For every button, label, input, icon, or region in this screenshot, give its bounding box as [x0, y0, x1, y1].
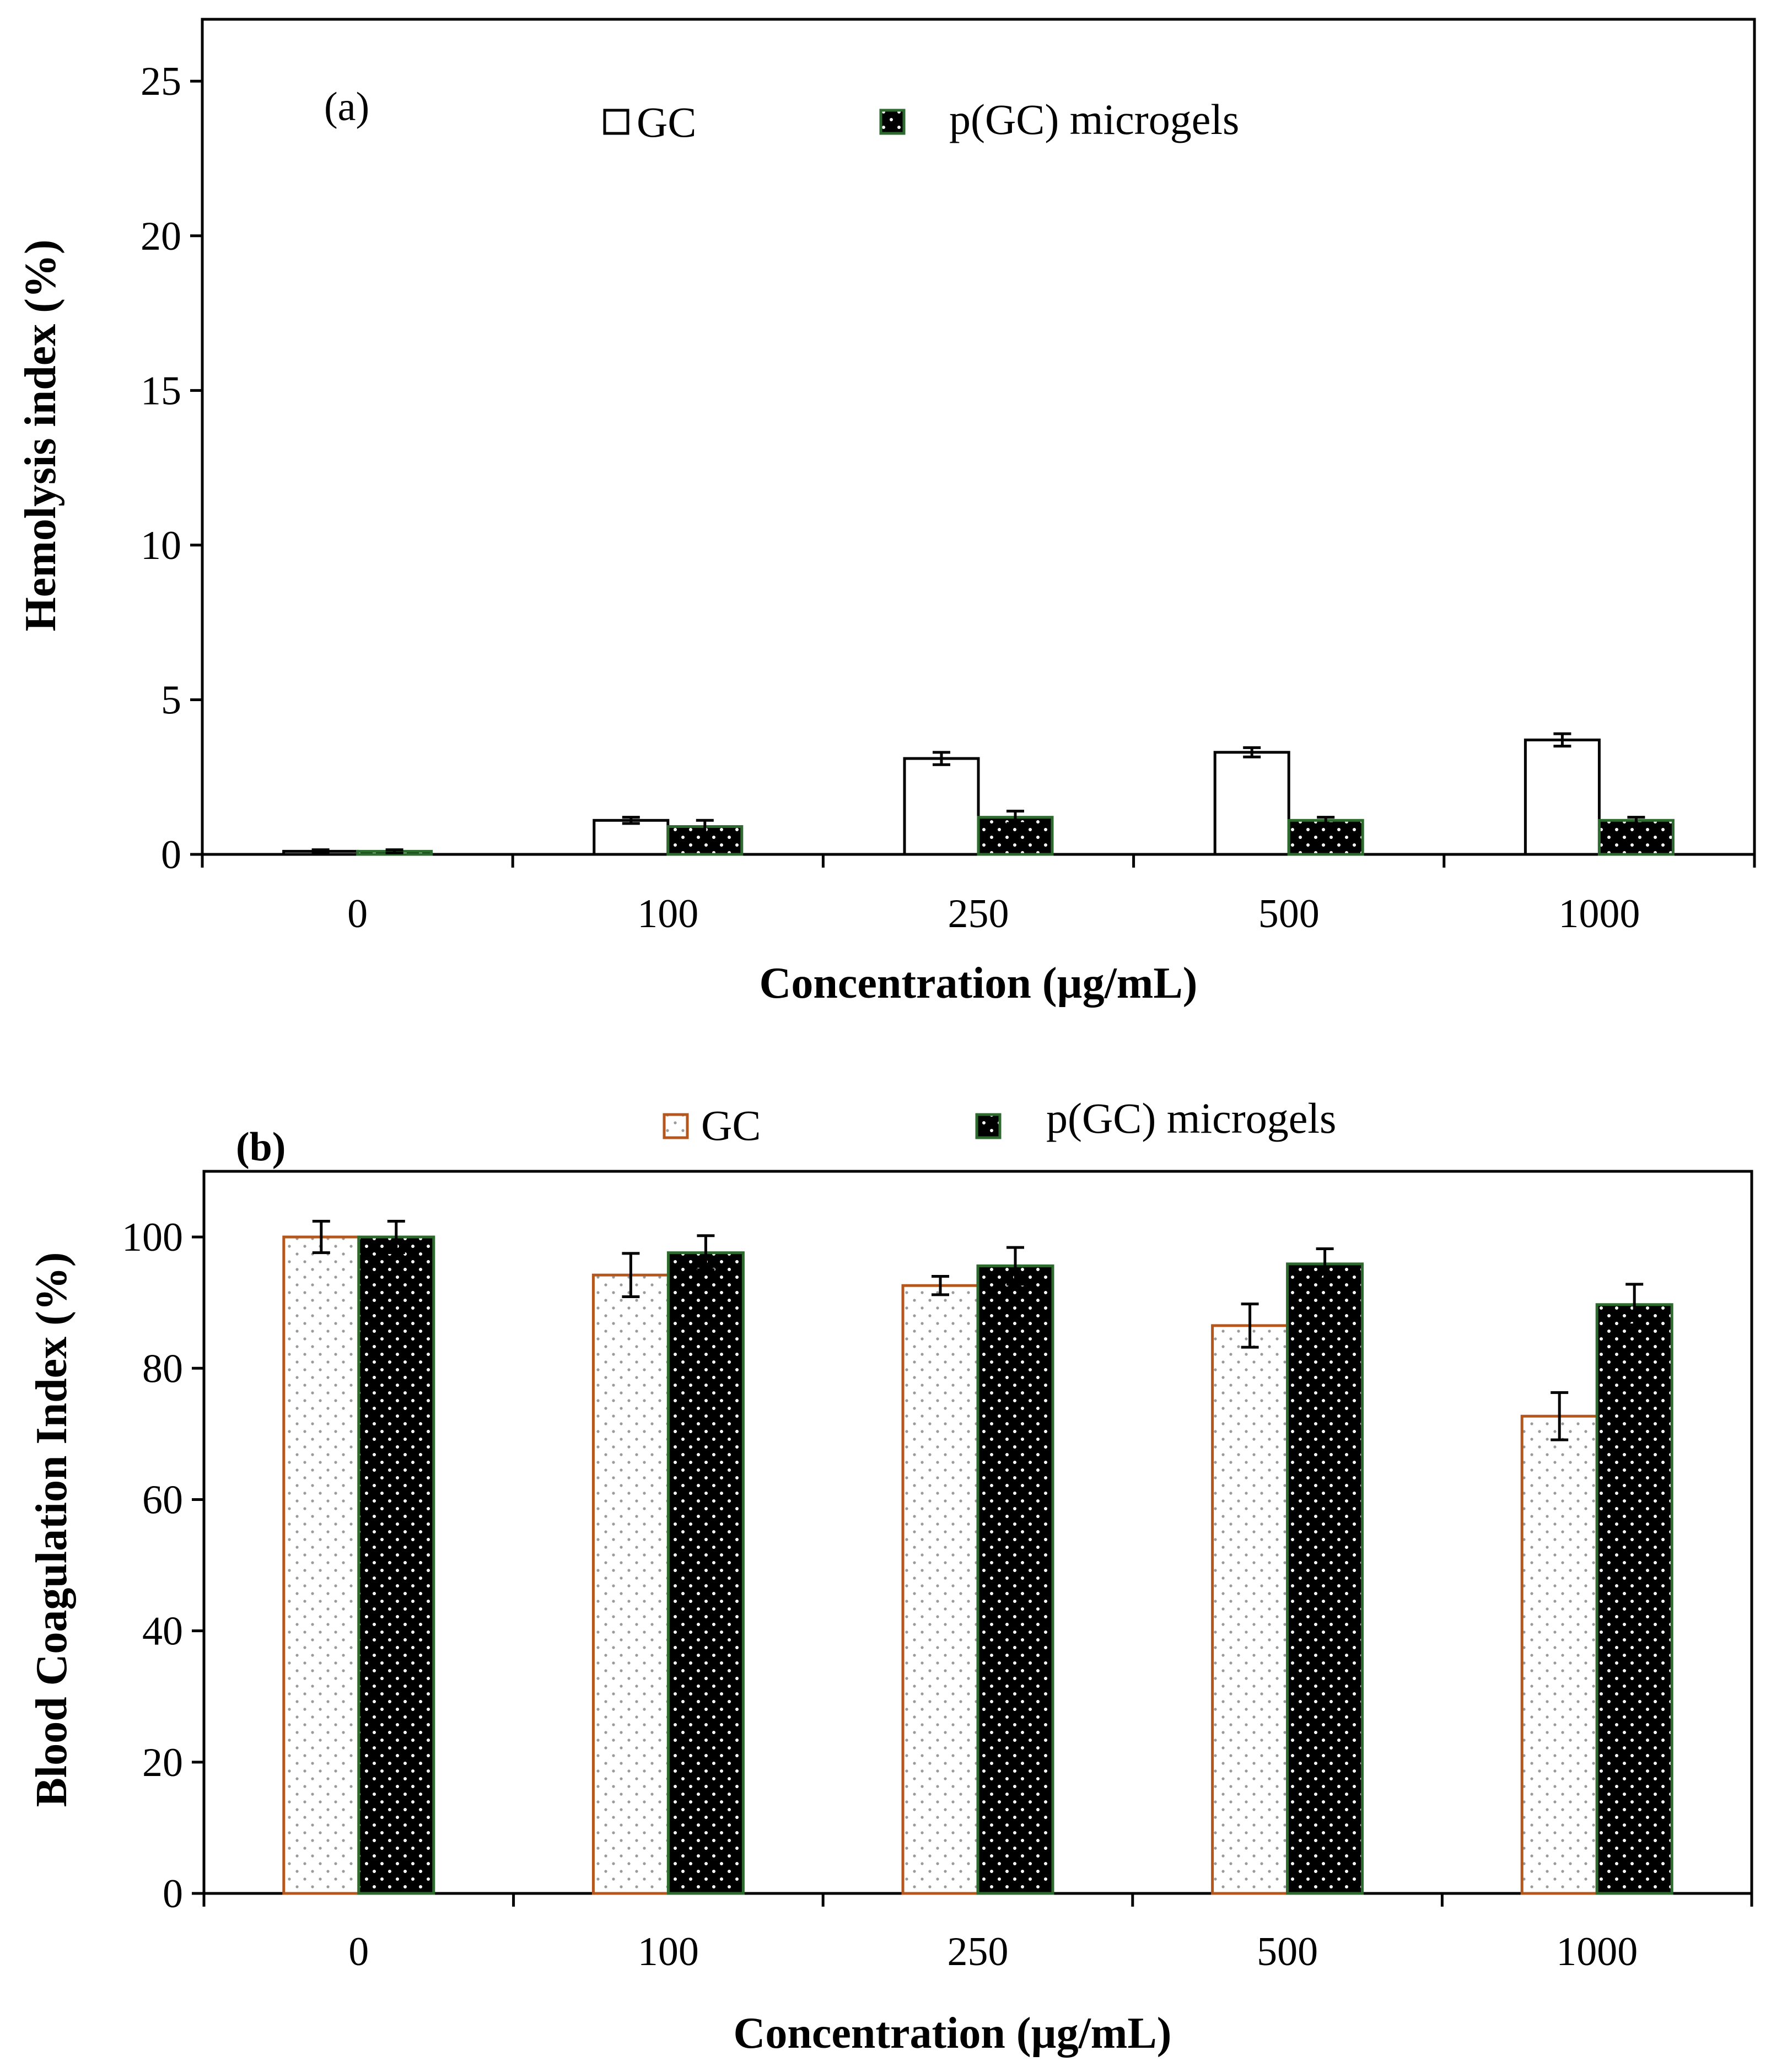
- panel-a-frame: [201, 18, 1756, 856]
- b-error-bar: [1625, 1283, 1644, 1327]
- panel-a-x-axis-title: Concentration (µg/mL): [760, 959, 1198, 1008]
- b-y-tick-label: 20: [142, 1740, 183, 1785]
- panel-b-label: (b): [236, 1124, 286, 1170]
- a-error-bar: [1627, 816, 1645, 825]
- a-y-tick-label: 0: [161, 832, 181, 878]
- panel-a-bars: [282, 732, 1675, 856]
- b-x-tick-label: 0: [348, 1929, 369, 1974]
- panel-a-legend: GC p(GC) microgels: [603, 95, 1239, 146]
- panel-a-label: (a): [324, 84, 369, 130]
- b-error-bar: [1006, 1246, 1024, 1286]
- b-error-bar: [697, 1234, 715, 1272]
- a-error-bar: [1006, 809, 1024, 825]
- a-error-bar: [1317, 816, 1335, 825]
- b-x-tick-label: 100: [638, 1929, 699, 1974]
- a-bar-pgc: [1597, 819, 1675, 856]
- b-y-tick-label: 100: [122, 1215, 183, 1260]
- b-y-tick-label: 0: [163, 1871, 183, 1917]
- a-x-tick-label: 1000: [1558, 891, 1640, 937]
- b-error-bar: [1316, 1247, 1334, 1280]
- b-error-bar: [1241, 1303, 1259, 1349]
- b-error-bar: [387, 1220, 405, 1255]
- panel-b-x-axis: 0 100 250 500 1000: [202, 1892, 1753, 1974]
- a-error-bar: [311, 848, 330, 854]
- panel-a: 0 5 10 15 20 25 0 100 250 500 1000 (a) GC p(GC) m…: [17, 18, 1756, 1008]
- b-error-bar: [312, 1220, 330, 1255]
- a-error-bar: [933, 751, 950, 766]
- b-y-tick-label: 80: [142, 1346, 183, 1391]
- b-bar-pgc: [1286, 1262, 1364, 1895]
- panel-a-y-axis-title: Hemolysis index (%): [17, 239, 65, 631]
- panel-a-legend-swatch-pgc: [879, 109, 906, 135]
- a-x-tick-label: 100: [637, 891, 698, 937]
- a-bar-gc: [1524, 738, 1601, 856]
- panel-b: 0 20 40 60 80 100 0 100 250 500 1000 (b) GC p(GC)…: [28, 1094, 1753, 2058]
- b-error-bar: [1551, 1391, 1569, 1441]
- a-y-tick-label: 10: [141, 523, 181, 568]
- b-bar-pgc: [1595, 1303, 1673, 1895]
- a-error-bar: [622, 816, 640, 825]
- b-bar-pgc: [357, 1235, 435, 1895]
- b-error-bar: [622, 1252, 640, 1298]
- panel-b-y-axis: 0 20 40 60 80 100: [122, 1215, 204, 1917]
- a-bar-gc: [593, 819, 670, 856]
- b-y-tick-label: 40: [142, 1609, 183, 1654]
- panel-b-legend-label-pgc: p(GC) microgels: [1046, 1094, 1336, 1142]
- panel-b-bars: [282, 1220, 1673, 1895]
- panel-a-x-axis: 0 100 250 500 1000: [201, 853, 1756, 937]
- a-error-bar: [385, 848, 403, 854]
- b-x-tick-label: 1000: [1556, 1929, 1638, 1974]
- panel-b-legend-swatch-gc: [663, 1113, 689, 1139]
- a-x-tick-label: 500: [1258, 891, 1320, 937]
- panel-b-x-axis-title: Concentration (µg/mL): [734, 2009, 1172, 2058]
- a-error-bar: [1553, 732, 1571, 748]
- a-y-tick-label: 5: [161, 677, 181, 723]
- b-bar-gc: [1211, 1324, 1289, 1895]
- panel-b-legend: GC p(GC) microgels: [663, 1094, 1336, 1149]
- a-x-tick-label: 0: [347, 891, 368, 937]
- b-bar-gc: [1520, 1414, 1598, 1895]
- a-x-tick-label: 250: [948, 891, 1009, 937]
- panel-b-legend-label-gc: GC: [701, 1101, 761, 1149]
- b-bar-pgc: [976, 1264, 1054, 1895]
- b-x-tick-label: 250: [948, 1929, 1009, 1974]
- panel-a-legend-label-gc: GC: [637, 98, 696, 146]
- b-bar-pgc: [666, 1251, 745, 1895]
- a-bar-gc: [903, 757, 980, 856]
- b-y-tick-label: 60: [142, 1477, 183, 1522]
- panel-b-y-axis-title: Blood Coagulation Index (%): [28, 1252, 76, 1807]
- a-y-tick-label: 25: [141, 59, 181, 104]
- panel-b-legend-swatch-pgc: [975, 1113, 1002, 1139]
- a-bar-pgc: [1287, 819, 1364, 856]
- b-error-bar: [932, 1275, 949, 1296]
- panel-a-legend-label-pgc: p(GC) microgels: [949, 95, 1239, 143]
- a-y-tick-label: 15: [141, 368, 181, 413]
- panel-a-y-axis: 0 5 10 15 20 25: [141, 59, 202, 878]
- b-bar-gc: [282, 1235, 360, 1895]
- a-error-bar: [1243, 746, 1261, 758]
- b-bar-gc: [901, 1284, 979, 1895]
- b-bar-gc: [591, 1273, 670, 1895]
- a-bar-gc: [1213, 751, 1290, 856]
- panel-a-legend-swatch-gc: [603, 109, 629, 135]
- a-y-tick-label: 20: [141, 214, 181, 259]
- a-error-bar: [696, 819, 714, 835]
- b-x-tick-label: 500: [1257, 1929, 1318, 1974]
